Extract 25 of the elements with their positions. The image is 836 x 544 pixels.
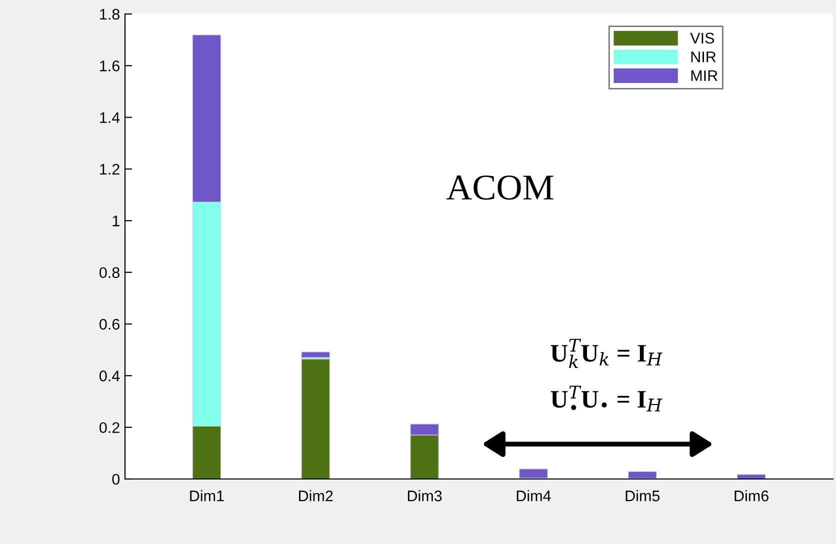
x-tick-label: Dim1 — [190, 490, 224, 502]
x-tick-label: Dim2 — [299, 490, 333, 502]
annotation: U$^{T}$$_{•}$U$_{•}$ = I$_{H}$ — [550, 386, 662, 412]
legend-label: VIS — [690, 32, 714, 44]
annotation: U$^{T}$$_{k}$U$_{k}$ = I$_{H}$ — [550, 338, 662, 368]
y-tick-label: 1.8 — [100, 8, 120, 20]
x-tick-label: Dim5 — [626, 490, 660, 502]
y-tick-label: 0.8 — [100, 267, 120, 278]
bar — [518, 468, 548, 479]
annotation: ACOM — [446, 175, 554, 200]
x-tick-label: Dim3 — [408, 490, 442, 502]
legend-label: MIR — [691, 70, 718, 81]
legend-label: NIR — [691, 52, 716, 62]
y-tick-label: 1 — [112, 216, 120, 226]
y-tick-label: 0.2 — [100, 422, 120, 434]
y-tick-label: 1.2 — [100, 164, 120, 175]
bar — [736, 474, 766, 479]
y-tick-label: 0.6 — [100, 318, 120, 330]
y-tick-label: 1.4 — [100, 112, 120, 123]
y-tick-label: 0.4 — [100, 370, 120, 382]
x-tick-label: Dim6 — [734, 490, 768, 502]
bar — [628, 471, 657, 479]
y-tick-label: 0 — [112, 474, 120, 485]
y-tick-label: 1.6 — [100, 60, 120, 72]
x-tick-label: Dim4 — [516, 490, 551, 502]
